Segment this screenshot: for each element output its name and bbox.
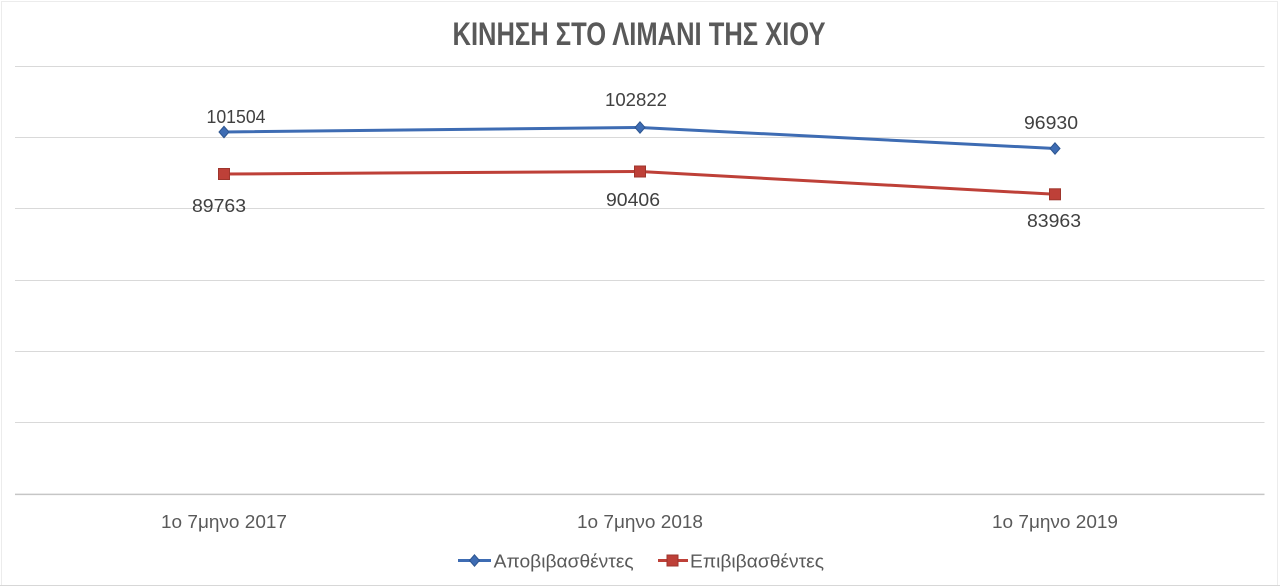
svg-text:96930: 96930 <box>1024 113 1078 133</box>
svg-text:Αποβιβασθέντες: Αποβιβασθέντες <box>494 552 634 572</box>
svg-text:102822: 102822 <box>605 90 667 110</box>
svg-text:90406: 90406 <box>606 190 660 210</box>
svg-text:1ο 7μηνο 2019: 1ο 7μηνο 2019 <box>992 512 1118 532</box>
svg-text:1ο 7μηνο 2017: 1ο 7μηνο 2017 <box>161 512 287 532</box>
svg-text:89763: 89763 <box>192 196 246 216</box>
svg-text:101504: 101504 <box>207 107 266 127</box>
svg-text:ΚΙΝΗΣΗ ΣΤΟ ΛΙΜΑΝΙ ΤΗΣ ΧΙΟΥ: ΚΙΝΗΣΗ ΣΤΟ ΛΙΜΑΝΙ ΤΗΣ ΧΙΟΥ <box>453 16 826 52</box>
svg-text:Επιβιβασθέντες: Επιβιβασθέντες <box>690 552 824 572</box>
svg-text:1ο 7μηνο 2018: 1ο 7μηνο 2018 <box>577 512 703 532</box>
svg-text:83963: 83963 <box>1027 211 1081 231</box>
